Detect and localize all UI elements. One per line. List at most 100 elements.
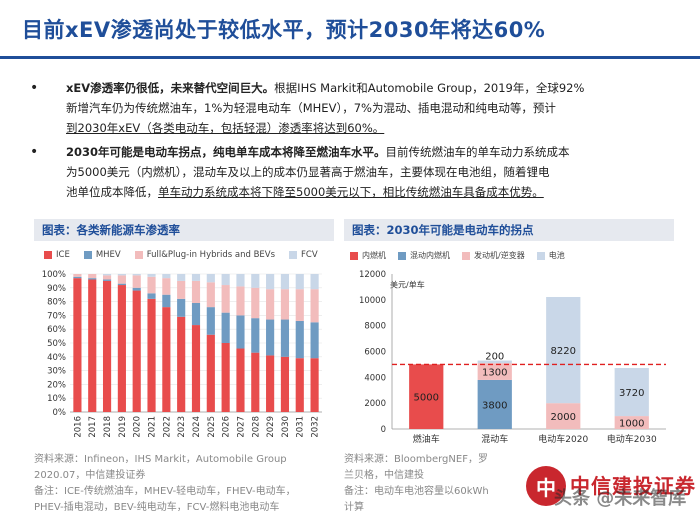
y-tick-label: 90% [47,284,66,294]
bar-segment [177,280,186,299]
bar-segment [546,403,581,429]
bar-segment [251,274,260,288]
bar-segment [477,363,512,380]
x-tick-label: 2022 [162,416,172,438]
data-label: 2000 [551,412,576,423]
bar-segment [280,356,290,412]
bar-segment [409,364,444,429]
legend-label: FCV [301,250,318,260]
source-line: 备注：ICE-传统燃油车，MHEV-轻电动车，FHEV-电动车， [34,486,296,497]
bar-segment [147,298,156,412]
data-label: 1000 [619,419,644,430]
legend-label: MHEV [95,250,121,260]
legend-label: 发动机/逆变器 [474,251,525,260]
y-tick-label: 50% [47,339,66,349]
source-line: 资料来源：Infineon，IHS Markit，Automobile Grou… [34,454,287,465]
data-label: 200 [485,352,504,363]
x-tick-label: 2025 [207,416,217,438]
legend-swatch-motor [462,251,470,260]
logo-mark-icon: 中 [526,466,566,506]
y-tick-label: 8000 [364,322,386,332]
x-tick-label: 2029 [266,416,276,438]
bar-segment [132,290,141,412]
bar-segment [221,343,230,412]
page-title: 目前xEV渗透尚处于较低水平，预计2030年将达60% [22,18,546,42]
source-line: PHEV-插电混动，BEV-纯电动车，FCV-燃料电池电动车 [34,502,280,513]
legend-swatch-hybrid [134,251,143,259]
bar-segment [88,278,97,280]
x-tick-label: 2020 [133,416,143,438]
x-tick-label: 2027 [236,416,246,438]
bar-segment [177,274,186,281]
bar-segment [251,352,260,412]
y-tick-label: 0% [53,408,67,418]
bar-segment [162,278,171,295]
logo-name: 中信建投证券 [570,474,696,498]
bar-segment [295,320,304,359]
bar-segment [73,276,82,279]
data-label: 3800 [482,400,507,411]
bar-segment [117,285,126,412]
bar-segment [280,319,290,357]
bullet-dot-icon: • [30,80,39,96]
bar-segment [102,280,112,412]
bar-segment [266,319,275,356]
x-tick-label: 2016 [73,416,83,438]
y-tick-label: 60% [47,325,66,335]
bar-segment [191,274,201,281]
y-tick-label: 6000 [364,348,386,358]
source-note-left: 资料来源：Infineon，IHS Markit，Automobile Grou… [34,452,339,516]
bar-segment [206,334,215,412]
bar-segment [117,275,126,284]
legend-swatch-fcv [289,251,298,259]
bullet-bold: xEV渗透率仍很低，未来替代空间巨大。 [66,81,275,95]
bar-segment [236,315,245,349]
source-line: 计算 [344,502,364,513]
x-tick-label: 电动车2020 [538,433,588,445]
bar-segment [221,274,230,286]
bullet-underline: 单车动力系统成本将下降至5000美元以下，相比传统燃油车具备成本优势。 [158,185,544,199]
bar-segment [73,274,82,277]
bar-segment [477,379,512,429]
y-tick-label: 40% [47,353,66,363]
bar-segment [280,289,290,320]
watermark: 头条 @未来智库 [554,488,687,509]
x-tick-label: 2019 [118,416,128,438]
data-label: 5000 [414,393,439,404]
x-tick-label: 2030 [281,416,291,438]
source-line: 2020.07，中信建投证券 [34,470,146,481]
bar-segment [251,318,260,353]
penetration-chart: 0% 10% 20% 30% 40% 50% 60% 70% 80% 90% 100% 2016 201… [42,270,322,438]
y-tick-label: 70% [47,311,66,321]
bullet-item: • 2030年可能是电动车拐点，纯电单车成本将降至燃油车水平。目前传统燃油车的单… [30,142,670,202]
x-tick-label: 2021 [148,416,158,438]
brand-logo: 中 中信建投证券 头条 @未来智库 [526,462,696,512]
y-tick-label: 0 [381,425,386,435]
legend-label: 内燃机 [362,251,386,260]
legend-label: 混动内燃机 [410,251,450,260]
bar-segment [236,274,245,287]
x-tick-label: 2031 [296,416,306,438]
bullet-bold: 2030年可能是电动车拐点，纯电单车成本将降至燃油车水平。 [66,145,386,159]
bar-segment [295,358,304,412]
bar-segment [191,325,201,412]
bar-segment [191,302,201,326]
bar-segment [310,289,319,323]
bar-segment [221,312,230,343]
cost-chart: 0 2000 4000 6000 8000 10000 12000 美元/单车 5000 燃油车 3… [359,270,666,445]
source-line: 资料来源：BloombergNEF，罗 [344,454,488,465]
legend-left: ICE MHEV Full&Plug-in Hybrids and BEVs F… [44,250,318,260]
bar-segment [266,289,275,320]
legend-swatch-engine [350,251,358,260]
bar-segment [206,307,215,335]
legend-right: 内燃机 混动内燃机 发动机/逆变器 电池 [350,250,565,261]
x-tick-label: 电动车2030 [607,433,657,445]
bar-segment [132,275,141,288]
bar-segment [177,316,186,412]
x-tick-label: 2026 [222,416,232,438]
x-tick-label: 2023 [177,416,187,438]
bullet-text: 根据IHS Markit和Automobile Group，2019年，全球92… [274,81,585,95]
bullet-text: 新增汽车仍为传统燃油车，1%为轻混电动车（MHEV），7%为混动、插电混动和纯电… [66,101,556,115]
bar-segment [310,274,319,290]
bullet-item: • xEV渗透率仍很低，未来替代空间巨大。根据IHS Markit和Automo… [30,78,670,138]
